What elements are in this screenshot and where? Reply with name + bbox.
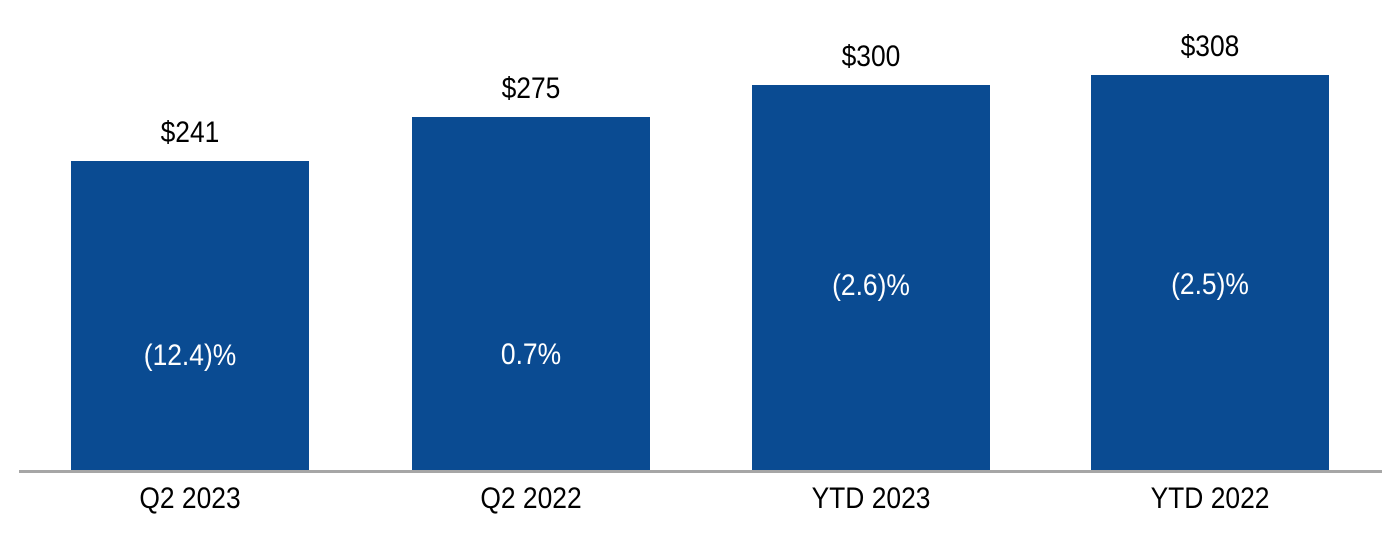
bar-value-label: $308 [1180, 30, 1240, 63]
bar: (12.4)% [71, 161, 309, 470]
bar-pct-label: (2.5)% [1171, 268, 1249, 301]
x-axis-tick-label: YTD 2022 [1150, 482, 1270, 515]
bar-pct-label: (12.4)% [143, 339, 237, 372]
bar-value-label: $300 [841, 40, 901, 73]
bar: (2.5)% [1091, 75, 1329, 470]
bar-pct-label: (2.6)% [832, 269, 910, 302]
bar: (2.6)% [752, 85, 990, 470]
x-axis-line [19, 470, 1382, 473]
x-axis-tick-label: Q2 2022 [480, 482, 582, 515]
x-axis-tick-label: YTD 2023 [811, 482, 931, 515]
bar-pct-label: 0.7% [500, 338, 562, 371]
bar-value-label: $275 [501, 72, 561, 105]
bar: 0.7% [412, 117, 650, 470]
x-axis-tick-label: Q2 2023 [139, 482, 241, 515]
bar-value-label: $241 [160, 116, 220, 149]
